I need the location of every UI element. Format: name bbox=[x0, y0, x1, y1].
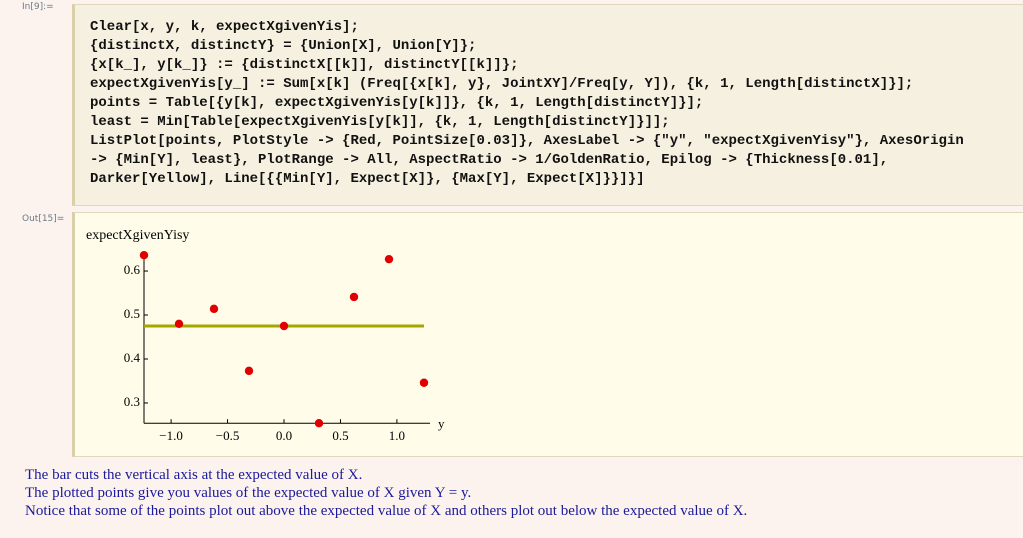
output-label: Out[15]= bbox=[22, 214, 65, 224]
code-line: {x[k_], y[k_]} := {distinctX[[k]], disti… bbox=[90, 57, 519, 73]
point bbox=[139, 251, 149, 260]
notes: The bar cuts the vertical axis at the ex… bbox=[25, 466, 747, 520]
output-cell[interactable] bbox=[72, 212, 1023, 457]
point bbox=[349, 292, 359, 302]
x-tick-label: −0.5 bbox=[216, 428, 240, 443]
point bbox=[174, 319, 184, 329]
code-line: least = Min[Table[expectXgivenYis[y[k]],… bbox=[90, 114, 670, 130]
x-tick-label: 1.0 bbox=[389, 428, 405, 443]
code-line: ListPlot[points, PlotStyle -> {Red, Poin… bbox=[90, 133, 964, 149]
code-line: expectXgivenYis[y_] := Sum[x[k] (Freq[{x… bbox=[90, 76, 914, 92]
code-line: -> {Min[Y], least}, PlotRange -> All, As… bbox=[90, 152, 889, 168]
point bbox=[419, 378, 429, 387]
point bbox=[209, 304, 219, 314]
note-line: The bar cuts the vertical axis at the ex… bbox=[25, 467, 363, 483]
code-line: Darker[Yellow], Line[{{Min[Y], Expect[X]… bbox=[90, 171, 645, 187]
input-cell[interactable] bbox=[72, 4, 1023, 206]
point bbox=[314, 419, 324, 428]
code-line: points = Table[{y[k], expectXgivenYis[y[… bbox=[90, 95, 704, 111]
x-tick-label: −1.0 bbox=[159, 428, 183, 443]
point bbox=[279, 321, 289, 331]
y-tick-label: 0.6 bbox=[124, 262, 141, 277]
point bbox=[244, 366, 254, 376]
input-label: In[9]:= bbox=[22, 2, 54, 12]
code-line: {distinctX, distinctY} = {Union[X], Unio… bbox=[90, 38, 477, 54]
code-line: Clear[x, y, k, expectXgivenYis]; bbox=[90, 19, 359, 35]
note-line: The plotted points give you values of th… bbox=[25, 485, 472, 501]
x-tick-label: 0.0 bbox=[276, 428, 292, 443]
y-tick-label: 0.3 bbox=[124, 394, 140, 409]
code: Clear[x, y, k, expectXgivenYis]; {distinc… bbox=[90, 18, 964, 189]
x-axis-label: y bbox=[438, 416, 445, 431]
y-tick-label: 0.5 bbox=[124, 306, 140, 321]
point bbox=[384, 254, 394, 264]
y-axis-label: expectXgivenYisy bbox=[86, 228, 189, 243]
y-tick-label: 0.4 bbox=[124, 350, 141, 365]
note-line: Notice that some of the points plot out … bbox=[25, 503, 748, 519]
x-tick-label: 0.5 bbox=[332, 428, 348, 443]
